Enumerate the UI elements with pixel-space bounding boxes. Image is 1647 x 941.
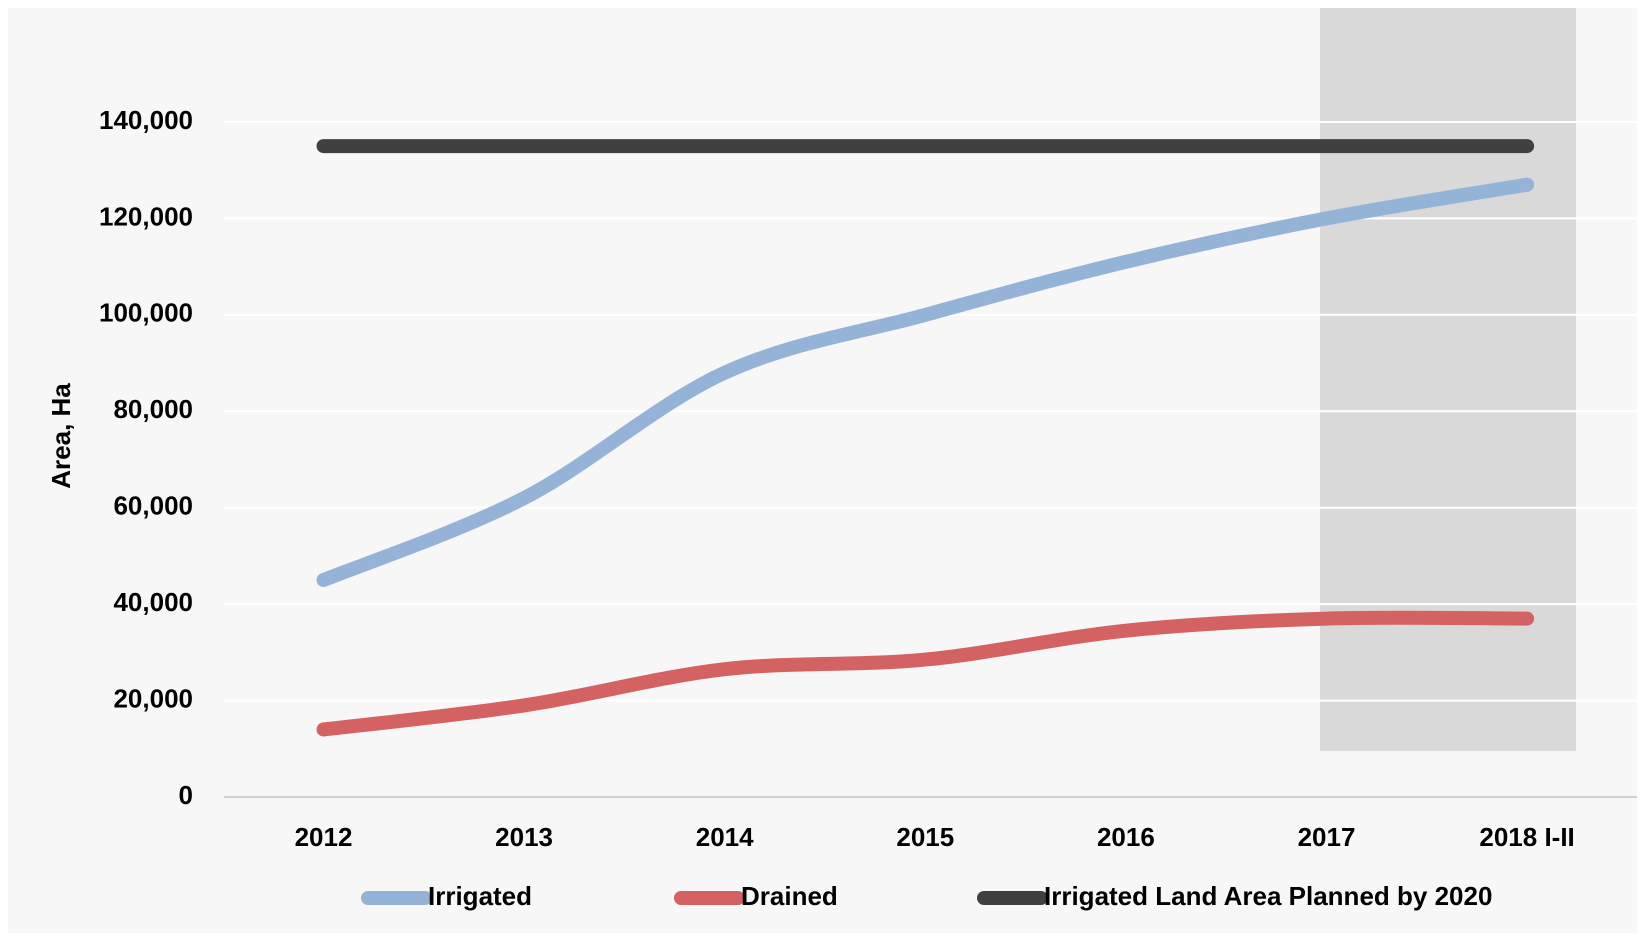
legend-label: Irrigated Land Area Planned by 2020 <box>1044 881 1492 911</box>
y-tick-label: 100,000 <box>99 298 193 328</box>
y-tick-label: 120,000 <box>99 201 193 231</box>
x-tick-label: 2013 <box>495 822 553 852</box>
x-tick-label: 2018 I-II <box>1479 822 1574 852</box>
series-line <box>316 177 1535 588</box>
legend-label: Drained <box>741 881 838 911</box>
y-tick-label: 20,000 <box>113 683 193 713</box>
y-tick-label: 140,000 <box>99 105 193 135</box>
legend-label: Irrigated <box>428 881 532 911</box>
y-tick-label: 0 <box>179 780 193 810</box>
y-tick-label: 60,000 <box>113 491 193 521</box>
x-tick-label: 2017 <box>1298 822 1356 852</box>
y-axis-label: Area, Ha <box>46 383 76 489</box>
highlight-region <box>1320 8 1576 751</box>
y-tick-label: 80,000 <box>113 394 193 424</box>
x-tick-label: 2012 <box>295 822 353 852</box>
x-tick-label: 2015 <box>896 822 954 852</box>
x-tick-label: 2016 <box>1097 822 1155 852</box>
y-tick-label: 40,000 <box>113 587 193 617</box>
series-line <box>316 610 1535 737</box>
x-tick-label: 2014 <box>696 822 754 852</box>
